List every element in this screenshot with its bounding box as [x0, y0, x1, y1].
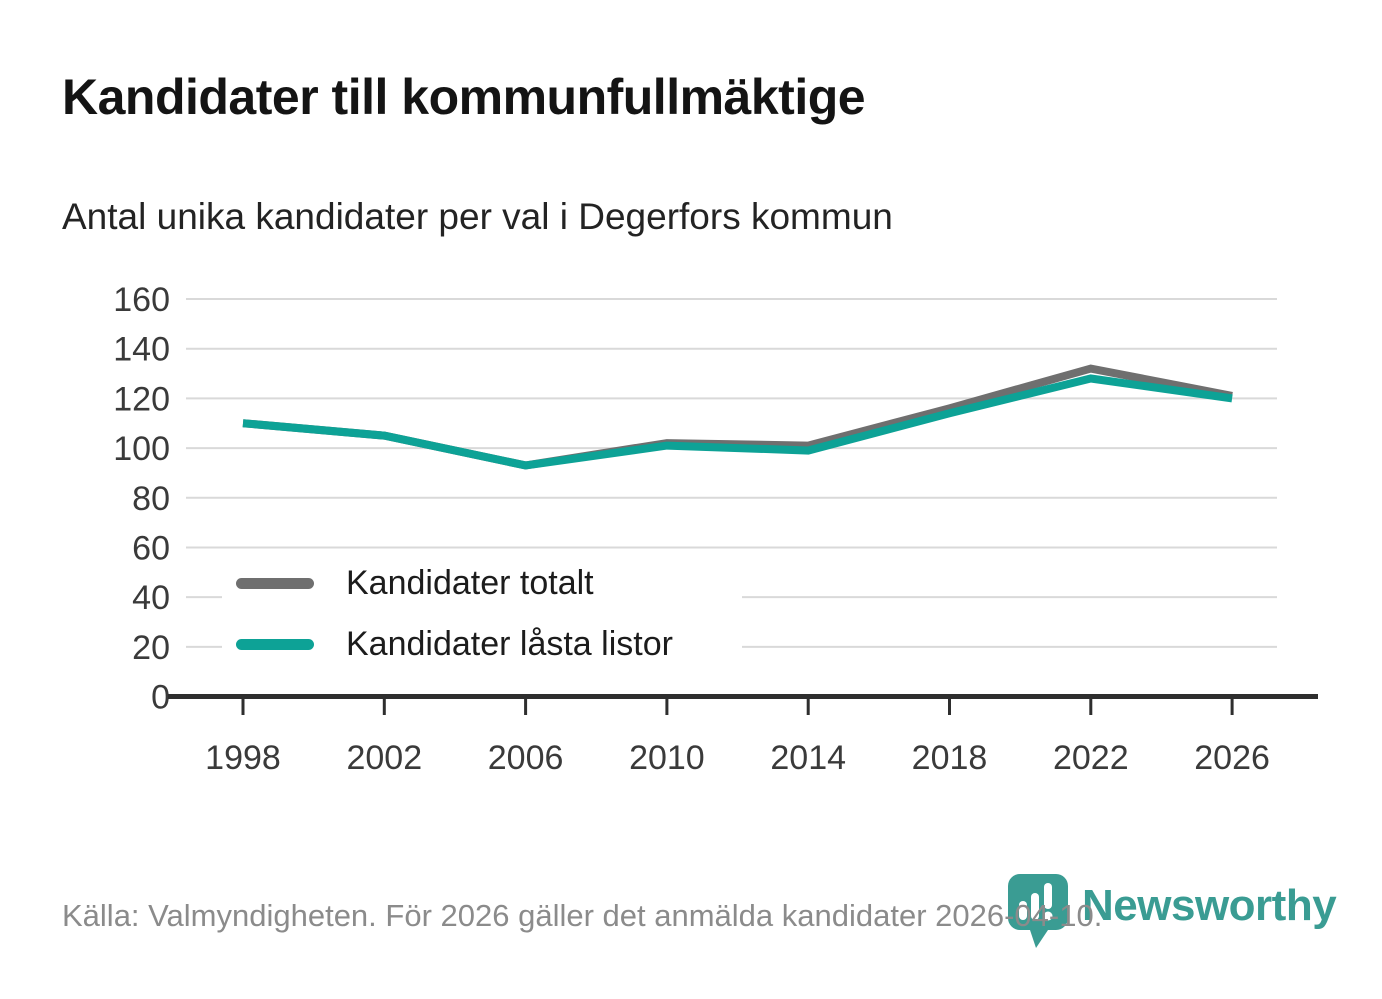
legend-item-locked-lists: Kandidater låsta listor: [236, 625, 742, 664]
svg-text:2022: 2022: [1053, 739, 1129, 777]
svg-text:2002: 2002: [346, 739, 422, 777]
svg-text:1998: 1998: [205, 739, 281, 777]
legend-swatch-gray: [236, 578, 314, 589]
newsworthy-logo[interactable]: Newsworthy: [1008, 874, 1337, 950]
svg-text:40: 40: [132, 579, 170, 617]
legend-swatch-teal: [236, 639, 314, 650]
svg-text:100: 100: [113, 430, 170, 468]
svg-text:0: 0: [151, 679, 170, 717]
svg-text:60: 60: [132, 529, 170, 567]
svg-text:2006: 2006: [488, 739, 564, 777]
chart-subtitle: Antal unika kandidater per val i Degerfo…: [62, 196, 893, 237]
source-note: Källa: Valmyndigheten. För 2026 gäller d…: [62, 898, 1103, 933]
svg-text:20: 20: [132, 629, 170, 667]
legend-label: Kandidater låsta listor: [346, 625, 673, 663]
svg-text:120: 120: [113, 380, 170, 418]
legend-item-total: Kandidater totalt: [236, 564, 742, 603]
svg-text:140: 140: [113, 331, 170, 369]
legend-label: Kandidater totalt: [346, 564, 594, 602]
svg-text:160: 160: [113, 281, 170, 319]
chart-legend: Kandidater totalt Kandidater låsta listo…: [222, 550, 742, 680]
brand-wordmark: Newsworthy: [1082, 881, 1337, 930]
svg-text:2026: 2026: [1194, 739, 1270, 777]
bar-chart-pin-icon: [1008, 874, 1068, 948]
svg-text:2018: 2018: [912, 739, 988, 777]
svg-text:2010: 2010: [629, 739, 705, 777]
svg-text:2014: 2014: [770, 739, 846, 777]
page-title: Kandidater till kommunfullmäktige: [62, 69, 866, 125]
svg-text:80: 80: [132, 480, 170, 518]
